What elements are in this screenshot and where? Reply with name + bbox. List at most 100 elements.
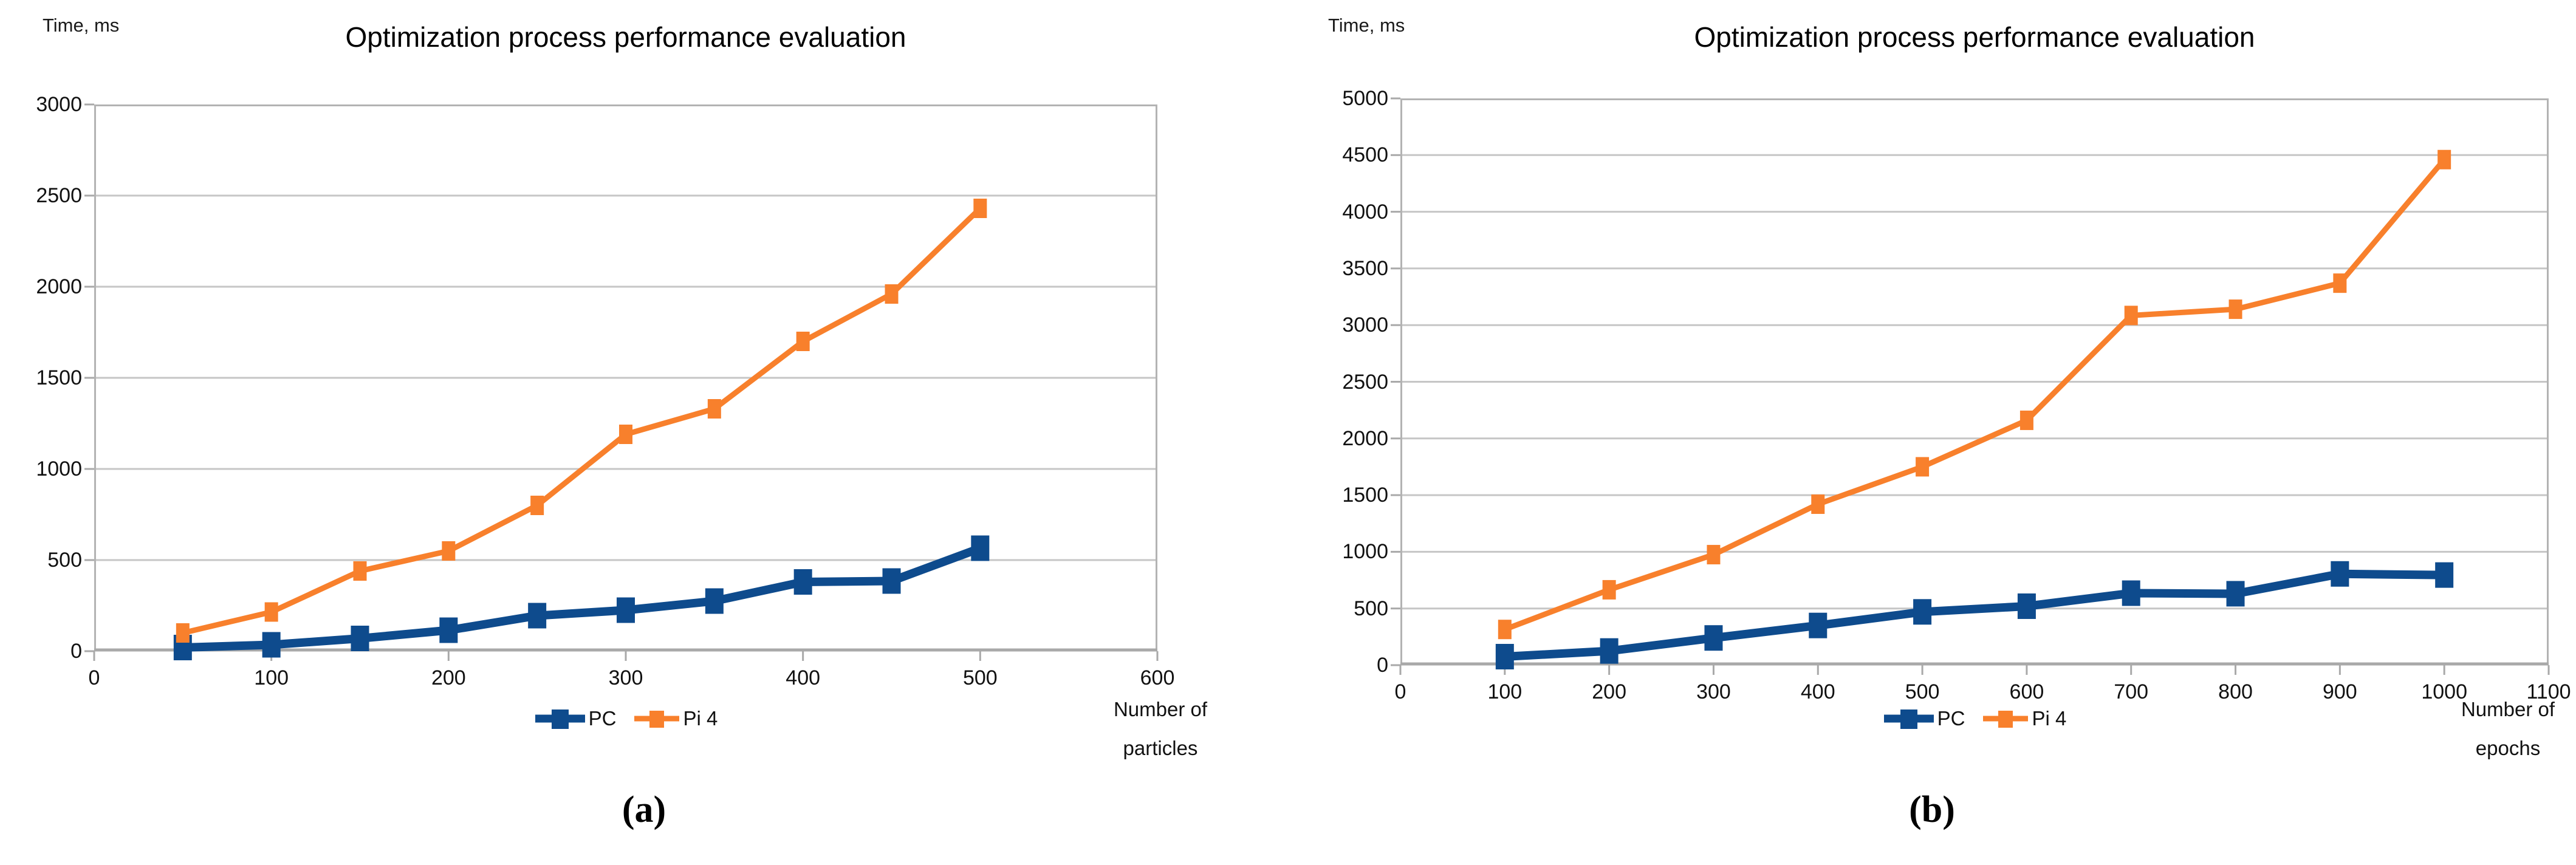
pi4-series-marker-icon xyxy=(1983,711,2029,728)
data-point-marker xyxy=(2437,149,2451,169)
data-point-marker xyxy=(1602,580,1616,600)
data-point-marker xyxy=(2019,410,2033,430)
data-point-marker xyxy=(2228,299,2242,320)
y-tick-label: 2500 xyxy=(1342,370,1388,394)
x-tick-label: 1100 xyxy=(2526,680,2571,703)
y-axis-title-b: Time, ms xyxy=(1328,15,1405,36)
legend-label-pi4-a: Pi 4 xyxy=(683,707,718,730)
x-axis-title-b: Number of epochs xyxy=(2435,690,2576,768)
y-tick-label: 1500 xyxy=(1342,484,1388,507)
data-point-marker xyxy=(528,603,547,629)
x-tick-label: 300 xyxy=(1696,680,1731,703)
data-point-marker xyxy=(707,399,721,419)
data-point-marker xyxy=(2122,580,2140,606)
x-tick-label: 1000 xyxy=(2421,680,2467,703)
series-line-pc xyxy=(182,544,982,652)
y-tick-label: 4000 xyxy=(1342,200,1388,224)
data-point-marker xyxy=(351,626,369,651)
data-point-marker xyxy=(793,569,812,595)
y-tick-label: 3500 xyxy=(1342,256,1388,280)
data-point-marker xyxy=(973,199,987,218)
chart-title-b: Optimization process performance evaluat… xyxy=(1694,21,2255,53)
data-point-marker xyxy=(1704,625,1723,651)
data-point-marker xyxy=(262,632,281,658)
y-tick-label: 500 xyxy=(1354,597,1388,620)
data-point-marker xyxy=(1498,620,1512,640)
x-tick-label: 200 xyxy=(1592,680,1626,703)
chart-title-a: Optimization process performance evaluat… xyxy=(345,21,906,53)
data-point-marker xyxy=(439,617,458,643)
data-point-marker xyxy=(2124,306,2138,326)
legend-item-pi4-a: Pi 4 xyxy=(633,705,718,733)
data-point-marker xyxy=(2435,562,2454,588)
data-point-marker xyxy=(353,561,367,581)
x-tick-label: 500 xyxy=(1905,680,1940,703)
data-point-marker xyxy=(971,535,990,561)
y-tick-label: 3000 xyxy=(36,93,82,116)
x-tick-label: 600 xyxy=(2009,680,2044,703)
y-tick-label: 500 xyxy=(47,549,82,572)
x-tick-label: 500 xyxy=(962,666,998,689)
x-tick-label: 100 xyxy=(254,666,289,689)
legend-item-pc-b: PC xyxy=(1883,705,1965,733)
x-tick-label: 400 xyxy=(786,666,821,689)
legend-a: PC Pi 4 xyxy=(94,705,1157,733)
data-point-marker xyxy=(1811,494,1825,515)
y-axis-title-a: Time, ms xyxy=(43,15,120,36)
y-tick-label: 1000 xyxy=(1342,540,1388,564)
data-point-marker xyxy=(176,623,190,643)
caption-a: (a) xyxy=(622,789,666,830)
plot-area-b xyxy=(1391,97,2550,675)
series-line-pc xyxy=(1504,569,2445,661)
x-axis-title-b-line2: epochs xyxy=(2475,737,2541,759)
series-line-pi4 xyxy=(1504,157,2447,632)
data-point-marker xyxy=(1916,457,1930,477)
x-tick-label: 800 xyxy=(2218,680,2253,703)
data-point-marker xyxy=(1707,545,1721,565)
x-axis-title-a-line2: particles xyxy=(1123,737,1198,759)
data-point-marker xyxy=(885,284,899,304)
data-point-marker xyxy=(796,332,810,351)
data-point-marker xyxy=(1495,644,1514,670)
y-tick-label: 0 xyxy=(1377,654,1388,677)
data-point-marker xyxy=(442,541,456,561)
legend-label-pc-b: PC xyxy=(1937,707,1965,730)
legend-item-pc-a: PC xyxy=(534,705,617,733)
legend-item-pi4-b: Pi 4 xyxy=(1982,705,2066,733)
x-tick-label: 0 xyxy=(1394,680,1406,703)
pc-series-marker-icon xyxy=(535,709,585,729)
y-tick-label: 3000 xyxy=(1342,313,1388,337)
data-point-marker xyxy=(530,496,544,515)
data-point-marker xyxy=(882,568,901,594)
data-point-marker xyxy=(1600,638,1619,664)
x-tick-label: 100 xyxy=(1487,680,1523,703)
data-point-marker xyxy=(2017,593,2036,619)
y-tick-label: 1500 xyxy=(36,366,82,389)
data-point-marker xyxy=(2333,273,2347,293)
x-tick-label: 0 xyxy=(88,666,100,689)
y-tick-label: 0 xyxy=(70,640,82,663)
series-line-pi4 xyxy=(182,206,982,636)
data-point-marker xyxy=(264,602,278,622)
data-point-marker xyxy=(705,588,724,614)
x-tick-label: 200 xyxy=(431,666,466,689)
y-tick-label: 2000 xyxy=(1342,426,1388,450)
data-point-marker xyxy=(1809,612,1828,638)
x-axis-title-a: Number of particles xyxy=(1069,690,1252,768)
data-point-marker xyxy=(2331,561,2349,587)
caption-b: (b) xyxy=(1909,789,1955,830)
data-point-marker xyxy=(2226,581,2245,607)
x-axis-title-a-line1: Number of xyxy=(1113,698,1208,720)
y-tick-label: 4500 xyxy=(1342,143,1388,167)
y-tick-label: 5000 xyxy=(1342,87,1388,110)
legend-label-pc-a: PC xyxy=(588,707,617,730)
y-tick-label: 2000 xyxy=(36,275,82,298)
pc-series-marker-icon xyxy=(1883,709,1934,729)
data-point-marker xyxy=(619,425,632,444)
x-tick-label: 700 xyxy=(2114,680,2149,703)
x-tick-label: 900 xyxy=(2322,680,2357,703)
pi4-series-marker-icon xyxy=(634,711,680,728)
plot-area-a xyxy=(84,103,1159,661)
data-point-marker xyxy=(617,597,635,623)
